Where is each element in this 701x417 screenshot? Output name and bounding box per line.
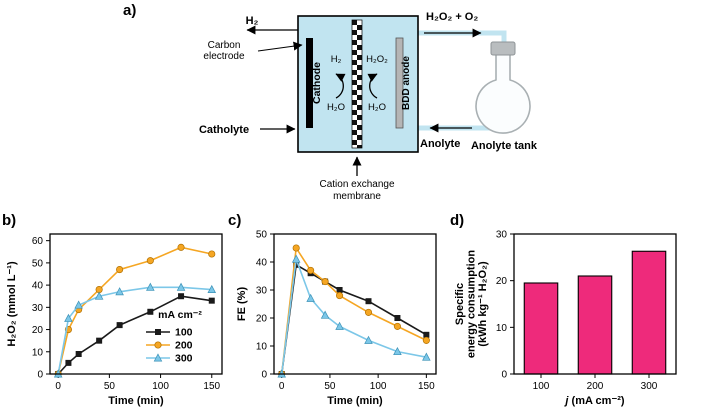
y-tick-label: 30 xyxy=(496,230,508,241)
y-tick-label: 10 xyxy=(32,347,44,358)
y-tick-label: 30 xyxy=(256,286,268,297)
cation-exchange-membrane xyxy=(351,19,363,149)
panel-d-label: d) xyxy=(450,212,465,229)
plot-frame xyxy=(49,233,223,375)
x-tick-label: 150 xyxy=(203,381,220,392)
y-axis-label: FE (%) xyxy=(236,287,248,322)
cell-h2o-right-label: H₂O xyxy=(368,102,386,113)
h2-outlet-label: H₂ xyxy=(246,15,259,27)
y-tick-label: 60 xyxy=(32,236,44,247)
y-tick-label: 40 xyxy=(32,281,44,292)
anode-reaction-arrow xyxy=(367,73,378,99)
anolyte-tank-label: Anolyte tank xyxy=(471,140,538,152)
x-axis-label: Time (min) xyxy=(108,395,164,407)
product-outlet-label: H₂O₂ + O₂ xyxy=(426,11,478,23)
cathode-reaction-arrow xyxy=(335,73,346,99)
carbon-electrode-label-line1: Carbon xyxy=(208,40,241,51)
y-tick-label: 0 xyxy=(37,370,43,381)
y-tick-label: 0 xyxy=(501,370,507,381)
x-tick-label: 100 xyxy=(533,381,550,392)
y-tick-label: 40 xyxy=(256,258,268,269)
anolyte-tank-flask xyxy=(475,53,531,134)
chart-energy-consumption: 0 10 20 30 100 200 300 j (mA cm⁻²) Specific energ… xyxy=(454,230,677,407)
bar-300 xyxy=(631,250,667,375)
y-tick-label: 10 xyxy=(496,323,508,334)
y-tick-label: 20 xyxy=(496,276,508,287)
carbon-electrode-label-line2: electrode xyxy=(203,51,245,62)
x-tick-label: 0 xyxy=(55,381,61,392)
cell-h2-label: H₂ xyxy=(331,54,342,65)
flask-stopper xyxy=(490,41,516,56)
bar-100 xyxy=(523,282,559,375)
y-tick-label: 50 xyxy=(32,258,44,269)
chart-h2o2-concentration: 0 10 20 30 40 50 60 0 50 100 150 Time (min) H₂O₂ (mm… xyxy=(6,233,223,407)
anolyte-label: Anolyte xyxy=(420,138,460,150)
cell-h2o2-label: H₂O₂ xyxy=(366,54,388,65)
x-tick-label: 300 xyxy=(641,381,658,392)
legend-entry: 100 xyxy=(175,327,193,339)
x-axis-label: Time (min) xyxy=(327,395,383,407)
panel-b-label: b) xyxy=(2,212,17,229)
legend-entry: 200 xyxy=(175,340,193,352)
cell-h2o-left-label: H₂O xyxy=(327,102,345,113)
plot-frame xyxy=(513,233,677,375)
x-tick-label: 200 xyxy=(587,381,604,392)
membrane-label-line1: Cation exchange xyxy=(319,179,394,190)
carbon-electrode-pointer-arrow xyxy=(257,41,303,52)
series-300 xyxy=(277,254,431,378)
x-axis-label: j (mA cm⁻²) xyxy=(563,395,625,407)
y-tick-label: 10 xyxy=(256,342,268,353)
legend-title: mA cm⁻² xyxy=(158,309,202,321)
x-tick-label: 100 xyxy=(370,381,387,392)
cathode-label: Cathode xyxy=(311,62,323,104)
y-tick-label: 30 xyxy=(32,303,44,314)
y-tick-label: 50 xyxy=(256,230,268,241)
x-tick-label: 150 xyxy=(418,381,435,392)
panel-c-label: c) xyxy=(228,212,242,229)
y-tick-label: 20 xyxy=(256,314,268,325)
panel-a-label: a) xyxy=(123,2,137,19)
chart-faradaic-efficiency: 0 10 20 30 40 50 0 50 100 150 Time (min) FE (%) xyxy=(236,230,437,407)
series-200 xyxy=(278,244,430,378)
membrane-label-line2: membrane xyxy=(333,191,381,202)
plot-frame xyxy=(273,233,437,375)
x-tick-label: 50 xyxy=(324,381,336,392)
bdd-anode-label: BDD anode xyxy=(401,56,412,110)
x-tick-label: 0 xyxy=(279,381,285,392)
catholyte-label: Catholyte xyxy=(199,124,249,136)
y-axis-label: energy consumption xyxy=(466,250,478,358)
y-axis-label: Specific xyxy=(454,283,466,325)
series-100 xyxy=(278,261,430,377)
electrolyzer-diagram: H₂ Carbon electrode Cathode BDD anode H₂… xyxy=(199,11,538,202)
y-tick-label: 0 xyxy=(261,370,267,381)
x-tick-label: 100 xyxy=(152,381,169,392)
series-300 xyxy=(53,282,217,378)
carbon-cathode-bar xyxy=(306,38,313,128)
bar-200 xyxy=(577,275,613,375)
y-axis-label: H₂O₂ (mmol L⁻¹) xyxy=(6,261,18,347)
y-axis-label: (kWh kg⁻¹ H₂O₂) xyxy=(477,261,489,347)
legend-entry: 300 xyxy=(175,353,193,365)
x-tick-label: 50 xyxy=(104,381,116,392)
bdd-anode-bar xyxy=(395,37,404,129)
y-tick-label: 20 xyxy=(32,325,44,336)
